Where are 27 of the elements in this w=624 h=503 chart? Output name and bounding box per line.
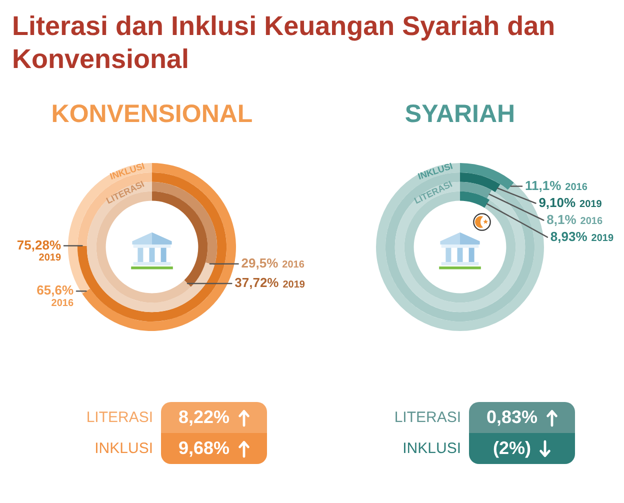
category-label: LITERASI [86,408,153,426]
slice-label: 2019 [38,252,62,264]
chart-subtitle: SYARIAH [404,100,516,128]
category-label: INKLUSI [402,440,461,456]
data-label: 11,1% [525,178,562,193]
data-label: 0,83% [486,407,538,428]
data-label: 37,72% [234,275,280,290]
data-label: 9,68% [178,438,230,459]
slice-label: 2016 [580,216,603,227]
category-label: LITERASI [394,408,461,426]
data-label: 9,10% [538,194,576,210]
data-label: 8,22% [178,407,230,428]
data-label: 29,5% [241,255,279,270]
slice-label: 2019 [282,279,306,290]
chart-title: Literasi dan Inklusi Keuangan Syariah dan Konvensional [12,10,556,76]
data-label: 75,28% [16,237,62,252]
slice-label: 2016 [51,298,74,309]
data-label: 65,6% [36,282,74,298]
slice-label: 2019 [591,232,614,244]
data-label: 8,93% [550,228,588,244]
slice-label: 2019 [580,198,602,210]
category-label: INKLUSI [94,440,153,456]
slice-label: 2016 [565,182,588,193]
data-label: 8,1% [546,212,577,227]
data-label: (2%) [492,438,531,459]
slice-label: 2016 [282,260,305,271]
chart-subtitle: KONVENSIONAL [51,100,253,128]
